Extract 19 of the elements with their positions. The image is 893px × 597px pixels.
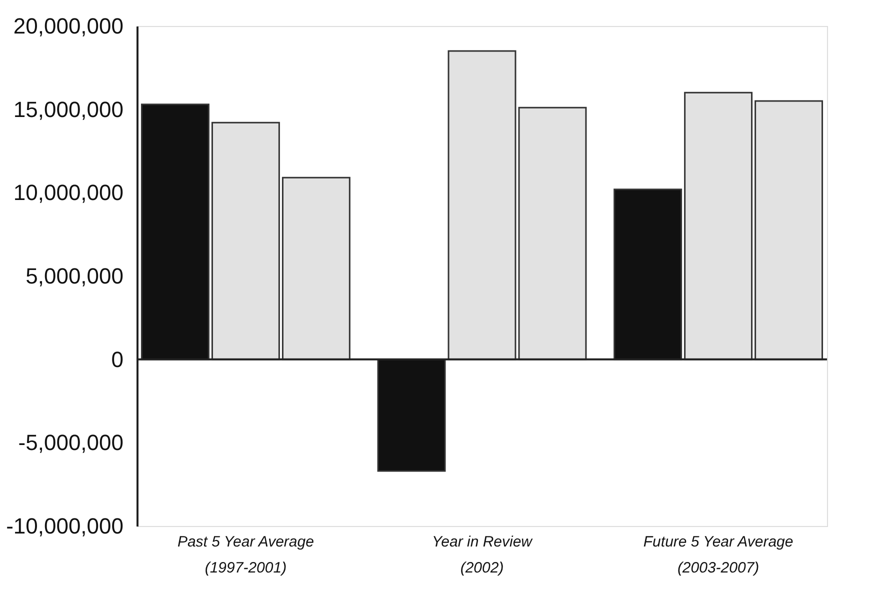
bar [518, 106, 587, 360]
bar [684, 92, 753, 360]
x-tick-label: Year in Review (2002) [432, 534, 534, 576]
y-tick-label: 15,000,000 [13, 96, 124, 122]
bar [211, 122, 280, 360]
y-tick-label: -5,000,000 [18, 430, 124, 456]
y-tick-label: -10,000,000 [6, 514, 124, 538]
x-tick-label: Future 5 Year Average (2003-2007) [643, 534, 794, 576]
bar [448, 50, 516, 360]
bar [754, 100, 824, 360]
y-tick-label: 0 [111, 346, 124, 372]
bar [282, 176, 350, 360]
y-tick-label: 10,000,000 [13, 180, 124, 206]
x-tick-label: Past 5 Year Average (1997-2001) [177, 534, 314, 576]
y-tick-label: 5,000,000 [26, 264, 124, 288]
bar [377, 358, 446, 472]
bar [140, 104, 210, 360]
bar [614, 188, 682, 360]
y-tick-label: 20,000,000 [13, 14, 124, 38]
